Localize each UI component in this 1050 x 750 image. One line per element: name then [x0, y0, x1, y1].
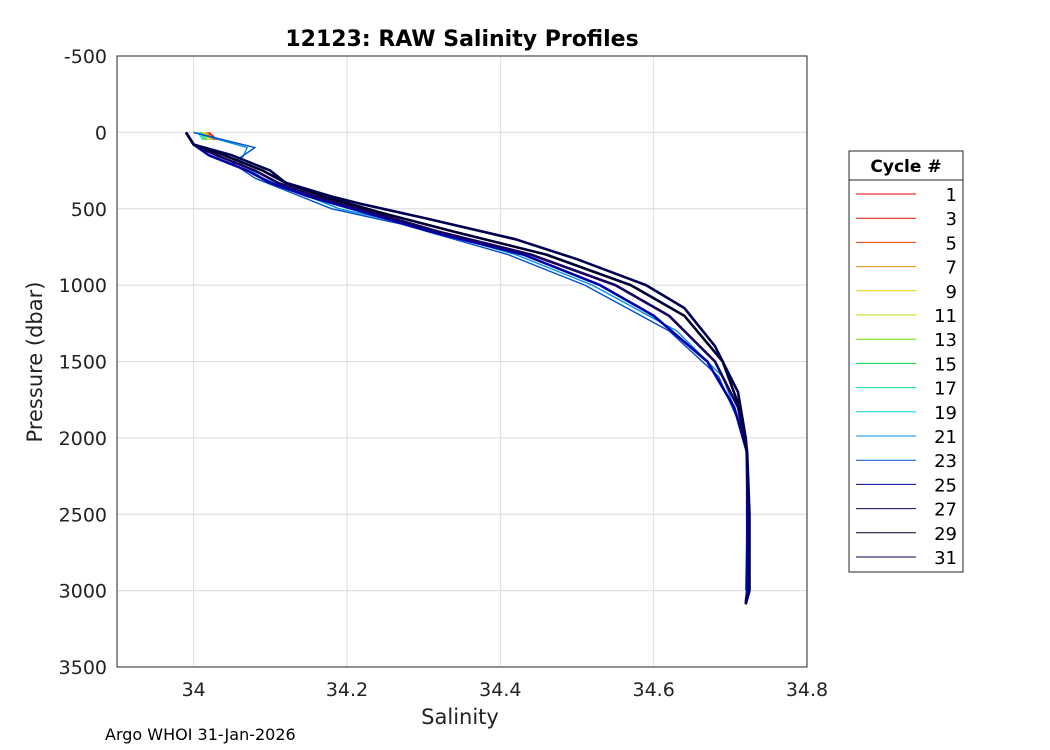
- legend-title: Cycle #: [870, 157, 941, 177]
- legend-label-cycle-23: 23: [934, 451, 957, 472]
- y-tick-label: 2500: [59, 504, 107, 526]
- series-line-cycle-27: [184, 131, 749, 454]
- legend-label-cycle-13: 13: [934, 330, 957, 351]
- legend-box: [848, 150, 964, 573]
- legend-label-cycle-31: 31: [934, 548, 957, 569]
- legend-label-cycle-3: 3: [946, 209, 957, 230]
- legend-label-cycle-7: 7: [946, 258, 957, 279]
- legend-label-cycle-5: 5: [946, 233, 957, 254]
- legend-label-cycle-27: 27: [934, 500, 957, 521]
- y-tick-label: 3000: [59, 581, 107, 603]
- x-tick-label: 34.2: [326, 679, 368, 701]
- y-axis-label: Pressure (dbar): [23, 282, 47, 443]
- legend-label-cycle-9: 9: [946, 282, 957, 303]
- x-tick-labels: 34 34.2 34.4 34.6 34.8: [182, 679, 829, 701]
- series-lines: [184, 131, 751, 605]
- y-tick-label: -500: [64, 46, 107, 68]
- series-line-cycle-7: [205, 132, 213, 141]
- legend-label-cycle-21: 21: [934, 427, 957, 448]
- legend-label-cycle-17: 17: [934, 379, 957, 400]
- x-tick-label: 34.6: [633, 679, 675, 701]
- y-tick-label: 3500: [59, 657, 107, 679]
- legend-label-cycle-1: 1: [946, 185, 957, 206]
- x-tick-label: 34.8: [786, 679, 828, 701]
- legend-label-cycle-11: 11: [934, 306, 957, 327]
- x-axis-label: Salinity: [421, 705, 499, 729]
- series-line-cycle-29: [184, 131, 749, 454]
- chart-title: 12123: RAW Salinity Profiles: [285, 27, 638, 52]
- legend-label-cycle-19: 19: [934, 403, 957, 424]
- x-tick-label: 34: [182, 679, 206, 701]
- y-tick-labels: -500 0 500 1000 1500 2000 2500 3000 3500: [59, 46, 107, 679]
- series-line-cycle-31: [184, 131, 751, 605]
- y-tick-label: 1500: [59, 352, 107, 374]
- y-tick-label: 2000: [59, 428, 107, 450]
- legend-label-cycle-25: 25: [934, 475, 957, 496]
- legend-label-cycle-15: 15: [934, 354, 957, 375]
- plot-frame: [116, 55, 808, 668]
- credit-text: Argo WHOI 31-Jan-2026: [105, 725, 296, 744]
- legend-label-cycle-29: 29: [934, 524, 957, 545]
- y-tick-label: 500: [71, 199, 107, 221]
- y-tick-label: 1000: [59, 275, 107, 297]
- x-tick-label: 34.4: [479, 679, 521, 701]
- y-tick-label: 0: [95, 122, 107, 144]
